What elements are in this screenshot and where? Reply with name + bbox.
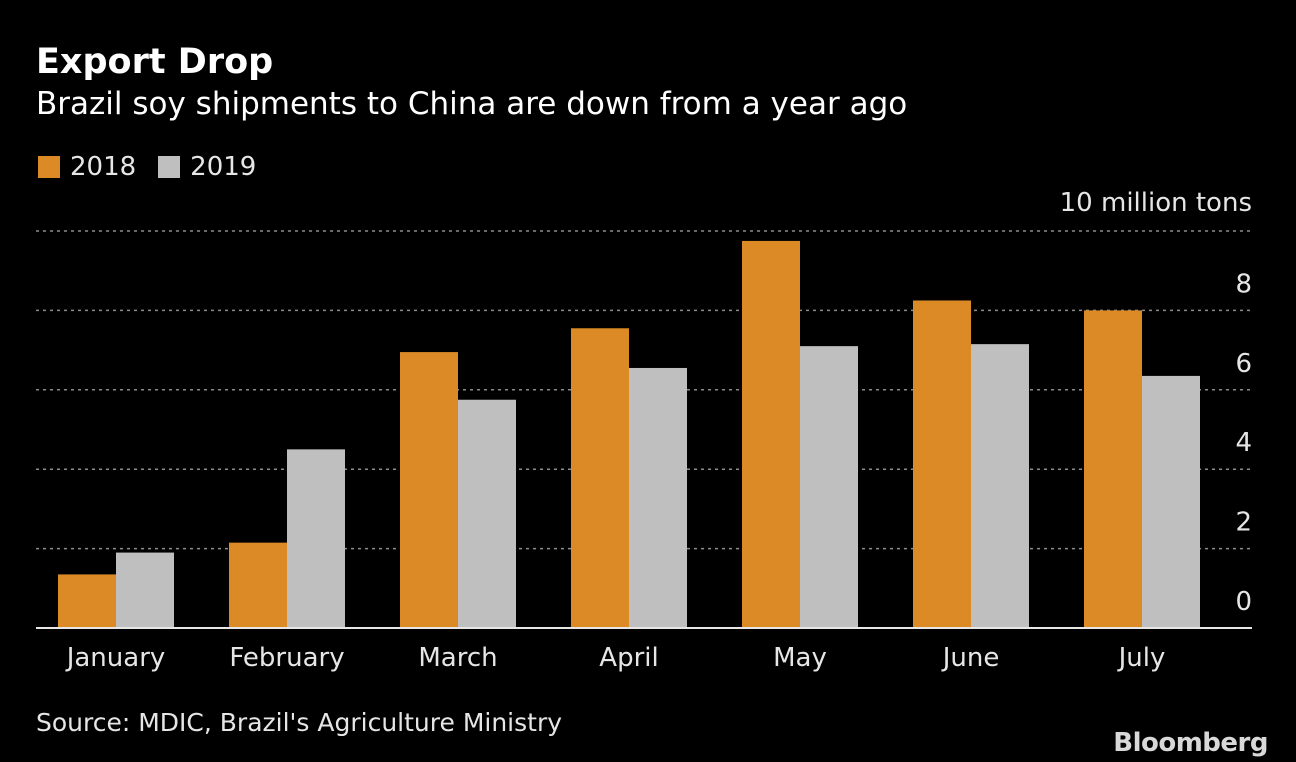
y-tick-label: 2: [1235, 508, 1252, 538]
legend-swatch-2019: [158, 156, 181, 178]
chart-subtitle: Brazil soy shipments to China are down f…: [36, 86, 908, 122]
y-tick-label: 6: [1235, 349, 1252, 379]
x-tick-label: June: [941, 643, 1000, 673]
y-tick-label: 4: [1235, 428, 1252, 458]
legend-swatch-2018: [38, 156, 60, 178]
bar-2018-june: [913, 300, 971, 628]
legend-item-2019: 2019: [158, 152, 256, 182]
x-tick-label: July: [1117, 643, 1166, 673]
bar-2018-march: [400, 352, 458, 628]
x-tick-label: February: [229, 643, 344, 673]
bar-2018-july: [1084, 310, 1142, 628]
x-tick-label: March: [418, 643, 497, 673]
unit-label: 10 million tons: [1060, 188, 1252, 218]
bar-2019-june: [971, 344, 1029, 628]
x-tick-label: May: [773, 643, 827, 673]
bar-2019-march: [458, 399, 516, 628]
legend-label-2018: 2018: [70, 152, 137, 182]
x-tick-label: April: [599, 643, 658, 673]
y-tick-label: 8: [1235, 269, 1252, 299]
chart-title: Export Drop: [36, 42, 274, 82]
legend-item-2018: 2018: [38, 152, 136, 182]
bar-2018-april: [571, 328, 629, 628]
source-note: Source: MDIC, Brazil's Agriculture Minis…: [36, 708, 563, 737]
x-tick-label: January: [65, 643, 166, 673]
bar-2019-january: [116, 552, 174, 628]
legend-label-2019: 2019: [190, 152, 257, 182]
bar-2019-may: [800, 346, 858, 628]
bar-2019-april: [629, 367, 687, 628]
bar-2018-february: [229, 542, 287, 628]
bar-2019-february: [287, 449, 345, 628]
bar-2018-january: [58, 574, 116, 628]
y-tick-label: 0: [1235, 587, 1252, 617]
bloomberg-logo: Bloomberg: [1113, 728, 1268, 758]
legend: 2018 2019: [38, 152, 256, 182]
bar-2018-may: [742, 240, 800, 629]
bar-2019-july: [1142, 375, 1200, 628]
